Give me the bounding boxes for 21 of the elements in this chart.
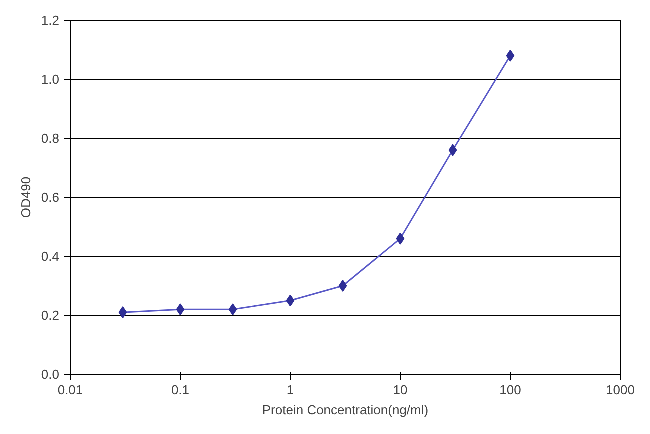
point <box>228 304 238 316</box>
y-tick-label: 0.6 <box>41 190 60 205</box>
x-tick-label: 10 <box>393 382 408 398</box>
x-tick-label: 0.1 <box>171 382 190 398</box>
point <box>396 232 405 245</box>
y-tick-label: 0.4 <box>41 249 60 264</box>
point <box>286 294 295 307</box>
point <box>338 280 348 292</box>
y-tick-label: 1.2 <box>41 13 60 28</box>
x-axis-title: Protein Concentration(ng/ml) <box>262 402 429 418</box>
y-tick-label: 0.2 <box>41 308 60 323</box>
x-tick-label: 1000 <box>606 382 635 398</box>
y-axis-title: OD490 <box>18 176 34 218</box>
y-tick-label: 0.0 <box>41 367 60 382</box>
point <box>118 306 128 319</box>
y-tick-label: 0.8 <box>41 131 60 146</box>
x-tick-label: 0.01 <box>58 382 84 398</box>
point <box>506 50 515 62</box>
x-tick-label: 1 <box>286 382 294 398</box>
x-tick-label: 100 <box>500 382 522 398</box>
y-tick-label: 1.0 <box>41 72 60 87</box>
